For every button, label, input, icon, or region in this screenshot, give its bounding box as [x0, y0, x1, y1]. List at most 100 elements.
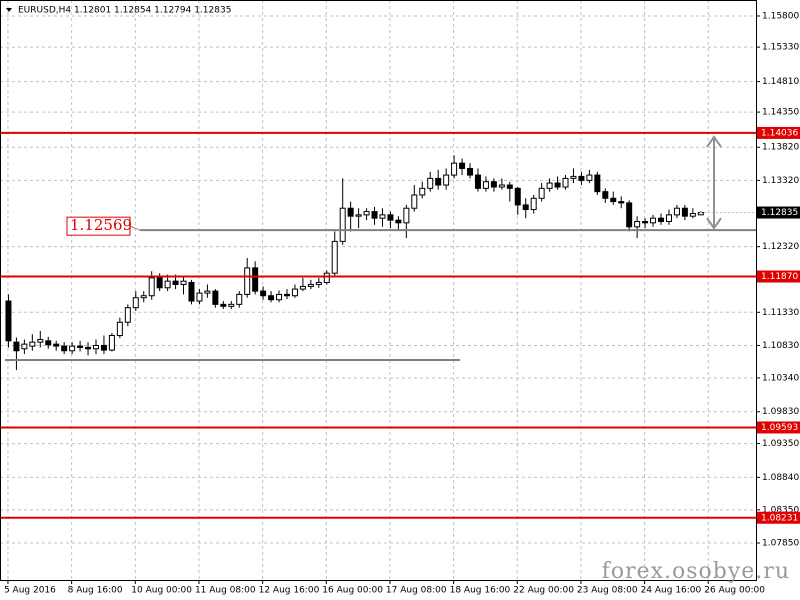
candle-body	[116, 321, 123, 337]
x-tick-label: 16 Aug 00:00	[322, 586, 383, 596]
candle-body	[371, 211, 378, 219]
candle-body	[13, 341, 20, 352]
candle-body	[355, 214, 362, 217]
candle-body	[228, 303, 235, 307]
y-tick-label: 1.14350	[762, 108, 799, 118]
candle-body	[403, 207, 410, 224]
candle-body	[363, 211, 370, 216]
y-tick-label: 1.09350	[762, 439, 799, 449]
menu-icon[interactable]	[6, 8, 12, 12]
level-label: 1.11870	[761, 272, 798, 282]
overlay-layer: 1.14036 1.11870 1.09593 1.08231 1.12569 1.128…	[0, 126, 800, 524]
candle-body	[443, 174, 450, 186]
candle-body	[5, 300, 12, 342]
candle-body	[108, 335, 115, 351]
marked-level-connector	[129, 225, 141, 231]
candle-body	[618, 201, 625, 204]
candle-body	[244, 267, 251, 295]
candle-body	[252, 267, 259, 292]
marked-level-box	[66, 216, 131, 236]
candle-body	[506, 184, 513, 189]
candle-body	[180, 280, 187, 285]
candle-body	[379, 214, 386, 219]
candle-body	[673, 207, 680, 216]
candle-body	[650, 217, 657, 224]
candle-body	[530, 197, 537, 211]
candle-body	[100, 344, 107, 351]
candle-body	[546, 182, 553, 189]
candle-body	[148, 277, 155, 297]
candle-body	[37, 338, 44, 343]
candle-body	[626, 202, 633, 228]
candle-body	[299, 285, 306, 290]
candle-body	[77, 345, 84, 348]
candle-body	[594, 174, 601, 193]
candle-body	[204, 290, 211, 294]
level-label-box	[757, 511, 800, 524]
y-tick-label: 1.08350	[762, 505, 799, 515]
candle-body	[196, 292, 203, 302]
candle-body	[665, 214, 672, 222]
candle-body	[132, 297, 139, 309]
candle-body	[172, 280, 179, 285]
candle-body	[570, 175, 577, 179]
candle-body	[69, 345, 76, 352]
level-label-box	[757, 126, 800, 139]
x-tick-label: 11 Aug 08:00	[195, 586, 256, 596]
y-tick-label: 1.13820	[762, 143, 799, 153]
candle-body	[339, 207, 346, 242]
x-tick-label: 5 Aug 2016	[4, 586, 56, 596]
candle-body	[21, 343, 28, 350]
x-tick-label: 22 Aug 00:00	[513, 586, 574, 596]
candle-body	[554, 182, 561, 188]
candle-body	[61, 345, 68, 352]
candle-body	[578, 175, 585, 181]
candle-body	[474, 174, 481, 189]
candle-body	[482, 181, 489, 189]
candle-body	[85, 346, 92, 350]
candle-body	[681, 207, 688, 217]
candle-body	[419, 187, 426, 196]
chart-title: EURUSD,H4 1.12801 1.12854 1.12794 1.1283…	[18, 6, 231, 16]
candle-body	[164, 280, 171, 289]
candle-body	[387, 214, 394, 221]
candle-body	[45, 340, 52, 346]
arrow-head	[706, 217, 722, 230]
candle-body	[395, 219, 402, 224]
candle-body	[498, 184, 505, 188]
candle-body	[188, 281, 195, 302]
y-tick-label: 1.13320	[762, 176, 799, 186]
candle-body	[490, 181, 497, 188]
candle-body	[291, 288, 298, 297]
y-tick-label: 1.09830	[762, 407, 799, 417]
marks-layer	[5, 155, 704, 370]
candle-body	[514, 187, 521, 206]
candle-body	[124, 307, 131, 323]
candle-body	[634, 220, 641, 228]
candle-body	[451, 162, 458, 176]
candle-body	[642, 220, 649, 224]
candle-body	[331, 240, 338, 274]
candle-body	[307, 283, 314, 287]
candle-body	[435, 177, 442, 186]
candle-body	[467, 167, 474, 176]
candle-body	[347, 207, 354, 217]
level-label: 1.09593	[761, 423, 798, 433]
candle-body	[427, 177, 434, 189]
x-tick-label: 8 Aug 16:00	[68, 586, 123, 596]
marked-level-label: 1.12569	[70, 216, 132, 234]
x-tick-label: 18 Aug 16:00	[450, 586, 511, 596]
candle-body	[689, 213, 696, 217]
candle-body	[283, 293, 290, 297]
candle-body	[268, 295, 275, 301]
candle-body	[92, 344, 99, 350]
y-tick-label: 1.12320	[762, 242, 799, 252]
y-tick-label: 1.15800	[762, 11, 799, 21]
current-price-box	[757, 206, 800, 219]
candle-body	[29, 341, 36, 347]
y-tick-label: 1.08840	[762, 473, 799, 483]
candle-body	[586, 174, 593, 181]
x-tick-label: 26 Aug 00:00	[704, 586, 765, 596]
